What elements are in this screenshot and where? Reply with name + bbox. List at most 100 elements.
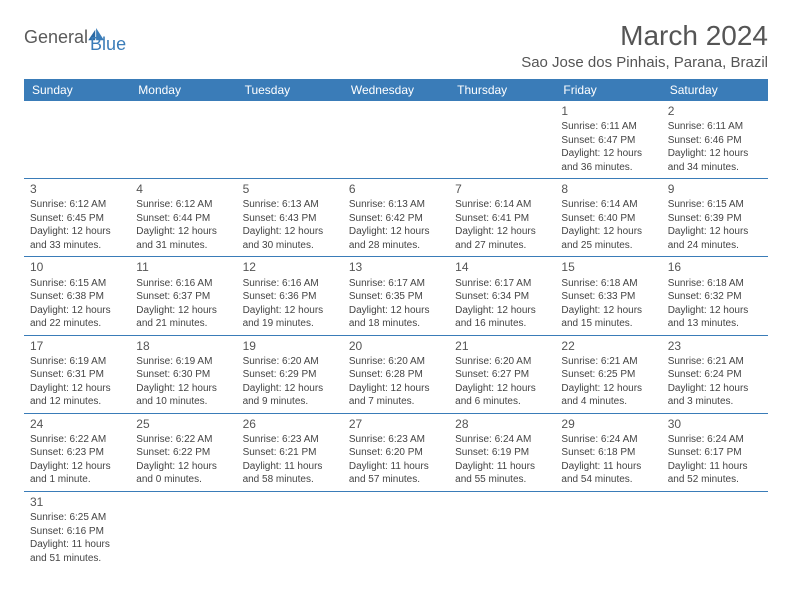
day-number: 27	[349, 416, 443, 432]
daylight2-text: and 33 minutes.	[30, 239, 124, 253]
sunset-text: Sunset: 6:22 PM	[136, 446, 230, 460]
day-cell-12: 12Sunrise: 6:16 AMSunset: 6:36 PMDayligh…	[237, 257, 343, 334]
daylight1-text: Daylight: 12 hours	[136, 225, 230, 239]
daylight2-text: and 0 minutes.	[136, 473, 230, 487]
sunrise-text: Sunrise: 6:19 AM	[136, 355, 230, 369]
sunset-text: Sunset: 6:38 PM	[30, 290, 124, 304]
day-header-sunday: Sunday	[24, 79, 130, 101]
sunset-text: Sunset: 6:30 PM	[136, 368, 230, 382]
sunrise-text: Sunrise: 6:15 AM	[668, 198, 762, 212]
daylight1-text: Daylight: 12 hours	[349, 382, 443, 396]
day-number: 6	[349, 181, 443, 197]
sunset-text: Sunset: 6:42 PM	[349, 212, 443, 226]
sunrise-text: Sunrise: 6:11 AM	[668, 120, 762, 134]
sunrise-text: Sunrise: 6:16 AM	[136, 277, 230, 291]
week-row: 17 Sunrise: 6:19 AM Sunset: 6:31 PM Dayligh…	[24, 336, 768, 414]
day-number: 5	[243, 181, 337, 197]
empty-cell	[130, 101, 236, 178]
sunrise-text: Sunrise: 6:24 AM	[455, 433, 549, 447]
daylight1-text: Daylight: 11 hours	[30, 538, 124, 552]
daylight1-text: Daylight: 12 hours	[136, 382, 230, 396]
empty-cell	[343, 101, 449, 178]
daylight1-text: Daylight: 12 hours	[243, 382, 337, 396]
sunset-text: Sunset: 6:16 PM	[30, 525, 124, 539]
daylight2-text: and 21 minutes.	[136, 317, 230, 331]
day-cell-10: 10Sunrise: 6:15 AMSunset: 6:38 PMDayligh…	[24, 257, 130, 334]
day-number: 23	[668, 338, 762, 354]
day-cell-3: 3Sunrise: 6:12 AMSunset: 6:45 PMDaylight…	[24, 179, 130, 256]
sunset-text: Sunset: 6:18 PM	[561, 446, 655, 460]
daylight1-text: Daylight: 12 hours	[561, 225, 655, 239]
day-number: 12	[243, 259, 337, 275]
sunrise-text: Sunrise: 6:18 AM	[561, 277, 655, 291]
daylight1-text: Daylight: 11 hours	[455, 460, 549, 474]
day-number: 14	[455, 259, 549, 275]
daylight2-text: and 30 minutes.	[243, 239, 337, 253]
sunset-text: Sunset: 6:43 PM	[243, 212, 337, 226]
sunset-text: Sunset: 6:34 PM	[455, 290, 549, 304]
day-number: 16	[668, 259, 762, 275]
day-cell-29: 29Sunrise: 6:24 AMSunset: 6:18 PMDayligh…	[555, 414, 661, 491]
day-header-monday: Monday	[130, 79, 236, 101]
daylight1-text: Daylight: 12 hours	[668, 382, 762, 396]
daylight1-text: Daylight: 12 hours	[455, 225, 549, 239]
daylight2-text: and 36 minutes.	[561, 161, 655, 175]
daylight2-text: and 3 minutes.	[668, 395, 762, 409]
sunrise-text: Sunrise: 6:21 AM	[668, 355, 762, 369]
empty-cell	[237, 101, 343, 178]
day-cell-24: 24Sunrise: 6:22 AMSunset: 6:23 PMDayligh…	[24, 414, 130, 491]
day-number: 22	[561, 338, 655, 354]
sunset-text: Sunset: 6:27 PM	[455, 368, 549, 382]
day-number: 9	[668, 181, 762, 197]
day-number: 17	[30, 338, 124, 354]
logo-text-blue: Blue	[90, 34, 126, 55]
daylight2-text: and 1 minute.	[30, 473, 124, 487]
sunset-text: Sunset: 6:39 PM	[668, 212, 762, 226]
day-number: 3	[30, 181, 124, 197]
daylight1-text: Daylight: 12 hours	[136, 460, 230, 474]
location-text: Sao Jose dos Pinhais, Parana, Brazil	[521, 54, 768, 71]
weeks-container: 1Sunrise: 6:11 AMSunset: 6:47 PMDaylight…	[24, 101, 768, 569]
calendar: SundayMondayTuesdayWednesdayThursdayFrid…	[24, 79, 768, 569]
sunset-text: Sunset: 6:40 PM	[561, 212, 655, 226]
day-cell-2: 2Sunrise: 6:11 AMSunset: 6:46 PMDaylight…	[662, 101, 768, 178]
title-block: March 2024 Sao Jose dos Pinhais, Parana,…	[521, 20, 768, 71]
day-number: 1	[561, 103, 655, 119]
daylight2-text: and 34 minutes.	[668, 161, 762, 175]
daylight1-text: Daylight: 11 hours	[349, 460, 443, 474]
day-number: 2	[668, 103, 762, 119]
sunset-text: Sunset: 6:29 PM	[243, 368, 337, 382]
sunset-text: Sunset: 6:28 PM	[349, 368, 443, 382]
sunset-text: Sunset: 6:35 PM	[349, 290, 443, 304]
sunset-text: Sunset: 6:46 PM	[668, 134, 762, 148]
daylight2-text: and 7 minutes.	[349, 395, 443, 409]
sunset-text: Sunset: 6:37 PM	[136, 290, 230, 304]
sunrise-text: Sunrise: 6:22 AM	[30, 433, 124, 447]
daylight1-text: Daylight: 12 hours	[455, 304, 549, 318]
sunset-text: Sunset: 6:31 PM	[30, 368, 124, 382]
sunrise-text: Sunrise: 6:24 AM	[561, 433, 655, 447]
empty-cell	[24, 101, 130, 178]
sunrise-text: Sunrise: 6:13 AM	[349, 198, 443, 212]
sunrise-text: Sunrise: 6:12 AM	[30, 198, 124, 212]
day-cell-9: 9Sunrise: 6:15 AMSunset: 6:39 PMDaylight…	[662, 179, 768, 256]
day-number: 24	[30, 416, 124, 432]
day-number: 4	[136, 181, 230, 197]
sunset-text: Sunset: 6:19 PM	[455, 446, 549, 460]
sunrise-text: Sunrise: 6:23 AM	[243, 433, 337, 447]
day-cell-27: 27Sunrise: 6:23 AMSunset: 6:20 PMDayligh…	[343, 414, 449, 491]
sunrise-text: Sunrise: 6:14 AM	[455, 198, 549, 212]
day-cell-31: 31Sunrise: 6:25 AMSunset: 6:16 PMDayligh…	[24, 492, 130, 569]
sunrise-text: Sunrise: 6:20 AM	[349, 355, 443, 369]
sunset-text: Sunset: 6:33 PM	[561, 290, 655, 304]
sunset-text: Sunset: 6:44 PM	[136, 212, 230, 226]
day-header-tuesday: Tuesday	[237, 79, 343, 101]
day-number: 29	[561, 416, 655, 432]
sunrise-text: Sunrise: 6:14 AM	[561, 198, 655, 212]
daylight2-text: and 10 minutes.	[136, 395, 230, 409]
daylight2-text: and 54 minutes.	[561, 473, 655, 487]
daylight2-text: and 22 minutes.	[30, 317, 124, 331]
day-cell-23: 23Sunrise: 6:21 AMSunset: 6:24 PMDayligh…	[662, 336, 768, 413]
day-cell-13: 13Sunrise: 6:17 AMSunset: 6:35 PMDayligh…	[343, 257, 449, 334]
sunset-text: Sunset: 6:21 PM	[243, 446, 337, 460]
